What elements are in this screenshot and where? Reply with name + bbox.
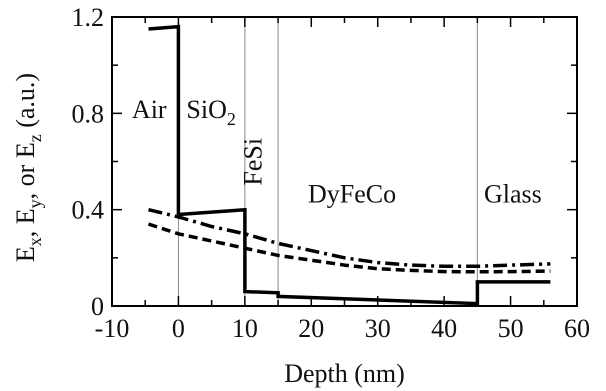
series-line-dashdot — [148, 207, 551, 269]
region-label: Air — [132, 95, 167, 124]
region-label: Glass — [484, 179, 542, 208]
y-tick-label: 0.8 — [72, 99, 105, 128]
series-line-dashed — [147, 222, 551, 274]
x-axis-title: Depth (nm) — [284, 359, 405, 388]
region-labels: Air SiO2​FeSi DyFeCo Glass — [132, 95, 542, 208]
x-tick-label: 60 — [564, 314, 590, 343]
x-tick-label: 10 — [232, 314, 258, 343]
y-tick-label: 0.4 — [72, 196, 105, 225]
x-tick-label: 20 — [298, 314, 324, 343]
y-axis-title: Ex​, Ey​, or Ez​ (a.u.) — [11, 73, 45, 262]
x-tick-label: 50 — [498, 314, 524, 343]
series-group — [147, 24, 551, 306]
y-tick-label: 1.2 — [72, 3, 105, 32]
region-label: DyFeCo — [308, 179, 396, 208]
region-label: FeSi — [238, 138, 267, 186]
x-tick-label: 40 — [431, 314, 457, 343]
x-tick-label: 30 — [365, 314, 391, 343]
plot-frame — [111, 16, 578, 307]
x-tick-label: -10 — [95, 314, 130, 343]
region-label: SiO2​ — [186, 95, 235, 129]
x-tick-label: 0 — [172, 314, 185, 343]
series-line-solid — [148, 24, 551, 306]
y-tick-label: 0 — [91, 292, 104, 321]
axis-ticks — [111, 16, 578, 307]
